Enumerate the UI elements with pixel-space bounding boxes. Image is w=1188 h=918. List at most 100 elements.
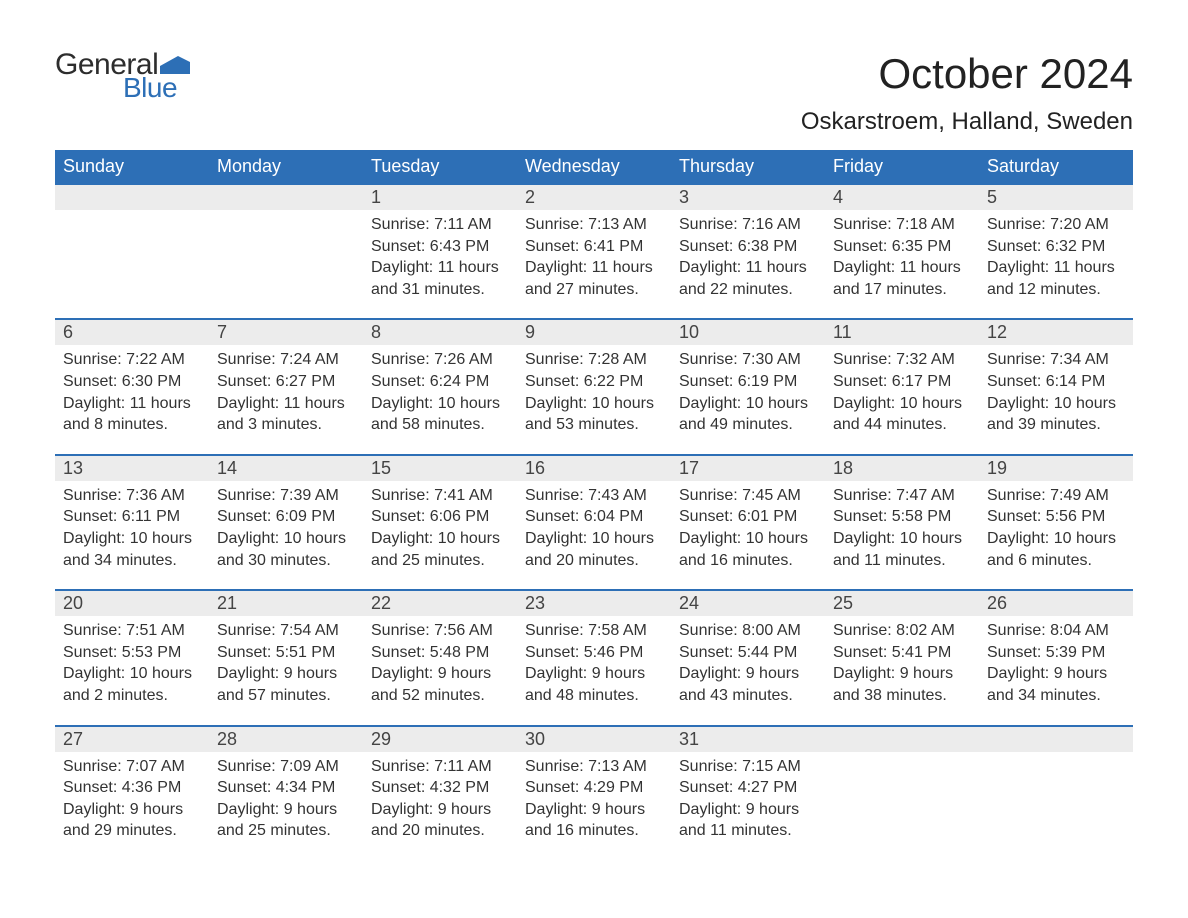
day-details: Sunrise: 7:22 AMSunset: 6:30 PMDaylight:… (55, 345, 209, 435)
day-number: 16 (517, 456, 671, 481)
calendar-day: 31Sunrise: 7:15 AMSunset: 4:27 PMDayligh… (671, 727, 825, 860)
sunrise-text: Sunrise: 7:26 AM (371, 349, 509, 371)
day-number (209, 185, 363, 210)
day-number: 6 (55, 320, 209, 345)
day-number: 30 (517, 727, 671, 752)
sunset-text: Sunset: 4:36 PM (63, 777, 201, 799)
sunset-text: Sunset: 4:29 PM (525, 777, 663, 799)
daylight-text: Daylight: 11 hours and 27 minutes. (525, 257, 663, 300)
day-details: Sunrise: 7:32 AMSunset: 6:17 PMDaylight:… (825, 345, 979, 435)
sunset-text: Sunset: 6:01 PM (679, 506, 817, 528)
calendar-day (979, 727, 1133, 860)
day-details: Sunrise: 7:30 AMSunset: 6:19 PMDaylight:… (671, 345, 825, 435)
sunrise-text: Sunrise: 8:00 AM (679, 620, 817, 642)
calendar-day: 8Sunrise: 7:26 AMSunset: 6:24 PMDaylight… (363, 320, 517, 453)
calendar-day: 29Sunrise: 7:11 AMSunset: 4:32 PMDayligh… (363, 727, 517, 860)
calendar-day: 4Sunrise: 7:18 AMSunset: 6:35 PMDaylight… (825, 185, 979, 318)
sunset-text: Sunset: 6:32 PM (987, 236, 1125, 258)
sunrise-text: Sunrise: 7:09 AM (217, 756, 355, 778)
daylight-text: Daylight: 11 hours and 22 minutes. (679, 257, 817, 300)
sunset-text: Sunset: 6:35 PM (833, 236, 971, 258)
day-details: Sunrise: 7:39 AMSunset: 6:09 PMDaylight:… (209, 481, 363, 571)
day-number: 2 (517, 185, 671, 210)
daylight-text: Daylight: 9 hours and 48 minutes. (525, 663, 663, 706)
daylight-text: Daylight: 10 hours and 6 minutes. (987, 528, 1125, 571)
sunrise-text: Sunrise: 8:02 AM (833, 620, 971, 642)
day-number: 9 (517, 320, 671, 345)
sunset-text: Sunset: 6:17 PM (833, 371, 971, 393)
calendar-week: 6Sunrise: 7:22 AMSunset: 6:30 PMDaylight… (55, 318, 1133, 453)
day-number: 20 (55, 591, 209, 616)
daylight-text: Daylight: 11 hours and 8 minutes. (63, 393, 201, 436)
day-number: 15 (363, 456, 517, 481)
logo-text-blue: Blue (123, 74, 190, 102)
sunrise-text: Sunrise: 7:13 AM (525, 214, 663, 236)
day-details: Sunrise: 7:36 AMSunset: 6:11 PMDaylight:… (55, 481, 209, 571)
sunset-text: Sunset: 6:09 PM (217, 506, 355, 528)
day-number: 4 (825, 185, 979, 210)
daylight-text: Daylight: 9 hours and 52 minutes. (371, 663, 509, 706)
day-details: Sunrise: 7:47 AMSunset: 5:58 PMDaylight:… (825, 481, 979, 571)
day-number: 21 (209, 591, 363, 616)
day-number: 27 (55, 727, 209, 752)
day-number: 17 (671, 456, 825, 481)
day-details: Sunrise: 7:45 AMSunset: 6:01 PMDaylight:… (671, 481, 825, 571)
daylight-text: Daylight: 9 hours and 29 minutes. (63, 799, 201, 842)
logo: General Blue (55, 50, 190, 102)
day-details: Sunrise: 7:26 AMSunset: 6:24 PMDaylight:… (363, 345, 517, 435)
daylight-text: Daylight: 10 hours and 20 minutes. (525, 528, 663, 571)
daylight-text: Daylight: 9 hours and 20 minutes. (371, 799, 509, 842)
sunrise-text: Sunrise: 7:11 AM (371, 214, 509, 236)
sunrise-text: Sunrise: 8:04 AM (987, 620, 1125, 642)
day-number: 5 (979, 185, 1133, 210)
calendar-day: 21Sunrise: 7:54 AMSunset: 5:51 PMDayligh… (209, 591, 363, 724)
sunrise-text: Sunrise: 7:07 AM (63, 756, 201, 778)
day-number (979, 727, 1133, 752)
sunset-text: Sunset: 6:22 PM (525, 371, 663, 393)
sunrise-text: Sunrise: 7:58 AM (525, 620, 663, 642)
day-number: 18 (825, 456, 979, 481)
day-number: 28 (209, 727, 363, 752)
daylight-text: Daylight: 10 hours and 39 minutes. (987, 393, 1125, 436)
sunrise-text: Sunrise: 7:11 AM (371, 756, 509, 778)
day-details: Sunrise: 7:54 AMSunset: 5:51 PMDaylight:… (209, 616, 363, 706)
daylight-text: Daylight: 9 hours and 16 minutes. (525, 799, 663, 842)
day-details: Sunrise: 7:41 AMSunset: 6:06 PMDaylight:… (363, 481, 517, 571)
day-number: 1 (363, 185, 517, 210)
calendar-day: 28Sunrise: 7:09 AMSunset: 4:34 PMDayligh… (209, 727, 363, 860)
calendar-day: 15Sunrise: 7:41 AMSunset: 6:06 PMDayligh… (363, 456, 517, 589)
calendar-day: 25Sunrise: 8:02 AMSunset: 5:41 PMDayligh… (825, 591, 979, 724)
daylight-text: Daylight: 9 hours and 43 minutes. (679, 663, 817, 706)
sunrise-text: Sunrise: 7:54 AM (217, 620, 355, 642)
day-details: Sunrise: 7:34 AMSunset: 6:14 PMDaylight:… (979, 345, 1133, 435)
day-number (825, 727, 979, 752)
calendar: Sunday Monday Tuesday Wednesday Thursday… (55, 150, 1133, 860)
day-details: Sunrise: 8:02 AMSunset: 5:41 PMDaylight:… (825, 616, 979, 706)
daylight-text: Daylight: 10 hours and 49 minutes. (679, 393, 817, 436)
day-number: 24 (671, 591, 825, 616)
day-header-friday: Friday (825, 150, 979, 183)
calendar-day: 9Sunrise: 7:28 AMSunset: 6:22 PMDaylight… (517, 320, 671, 453)
day-number: 8 (363, 320, 517, 345)
calendar-day: 12Sunrise: 7:34 AMSunset: 6:14 PMDayligh… (979, 320, 1133, 453)
day-details: Sunrise: 7:07 AMSunset: 4:36 PMDaylight:… (55, 752, 209, 842)
day-number: 23 (517, 591, 671, 616)
day-header-wednesday: Wednesday (517, 150, 671, 183)
daylight-text: Daylight: 10 hours and 2 minutes. (63, 663, 201, 706)
daylight-text: Daylight: 10 hours and 34 minutes. (63, 528, 201, 571)
day-number: 25 (825, 591, 979, 616)
daylight-text: Daylight: 10 hours and 44 minutes. (833, 393, 971, 436)
sunset-text: Sunset: 6:27 PM (217, 371, 355, 393)
day-details: Sunrise: 7:51 AMSunset: 5:53 PMDaylight:… (55, 616, 209, 706)
day-details: Sunrise: 7:43 AMSunset: 6:04 PMDaylight:… (517, 481, 671, 571)
sunrise-text: Sunrise: 7:36 AM (63, 485, 201, 507)
title-block: October 2024 Oskarstroem, Halland, Swede… (801, 50, 1133, 136)
calendar-day (55, 185, 209, 318)
calendar-day: 18Sunrise: 7:47 AMSunset: 5:58 PMDayligh… (825, 456, 979, 589)
day-details: Sunrise: 7:18 AMSunset: 6:35 PMDaylight:… (825, 210, 979, 300)
sunrise-text: Sunrise: 7:20 AM (987, 214, 1125, 236)
day-details: Sunrise: 7:15 AMSunset: 4:27 PMDaylight:… (671, 752, 825, 842)
day-number: 14 (209, 456, 363, 481)
day-number (55, 185, 209, 210)
calendar-week: 1Sunrise: 7:11 AMSunset: 6:43 PMDaylight… (55, 183, 1133, 318)
